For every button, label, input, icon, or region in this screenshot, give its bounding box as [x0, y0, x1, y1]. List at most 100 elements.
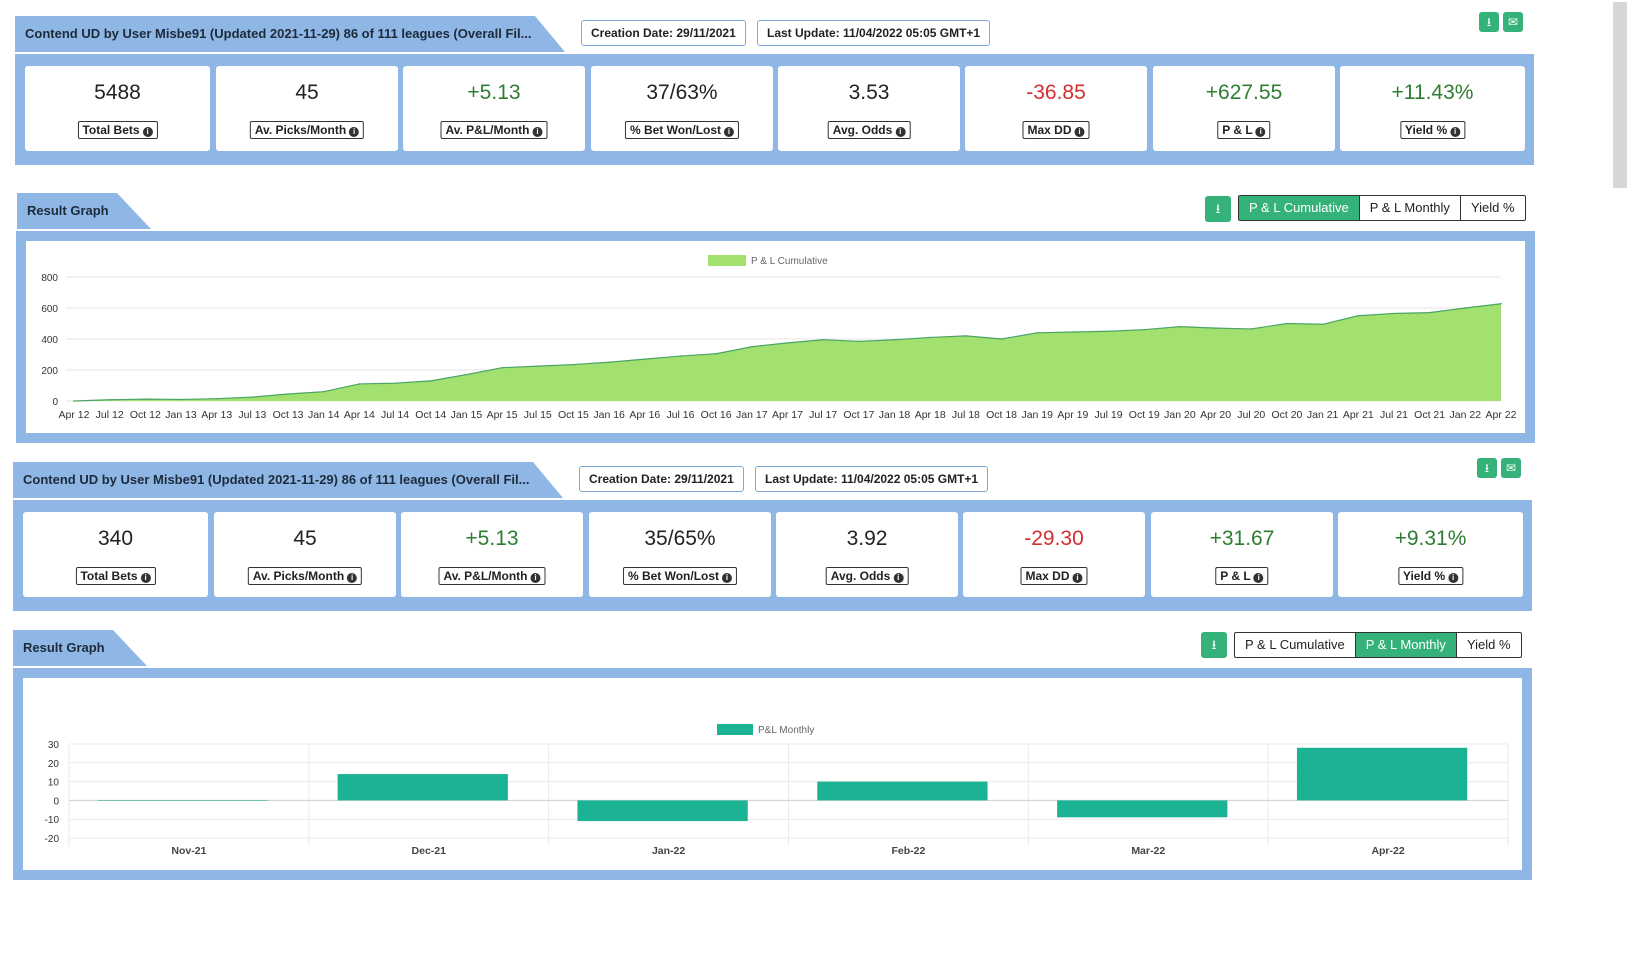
- info-icon[interactable]: i: [140, 573, 151, 583]
- stat-label[interactable]: Avg. Odds i: [825, 567, 909, 585]
- panel-1-creation-date: Creation Date: 29/11/2021: [581, 20, 746, 46]
- stat-label[interactable]: Yield % i: [1399, 121, 1466, 139]
- info-icon[interactable]: i: [895, 127, 906, 137]
- panel-1-envelope-icon[interactable]: ✉: [1503, 12, 1523, 32]
- info-icon[interactable]: i: [347, 573, 358, 583]
- stat-label[interactable]: % Bet Won/Lost i: [624, 121, 740, 139]
- panel-2-download-icon[interactable]: ⭳: [1477, 458, 1497, 478]
- panel-1-graph-tabs: P & L Cumulative P & L Monthly Yield %: [1238, 195, 1526, 221]
- data-point: [429, 380, 432, 382]
- stat-label[interactable]: % Bet Won/Lost i: [622, 567, 738, 585]
- data-point: [180, 398, 182, 401]
- panel-2-envelope-icon[interactable]: ✉: [1501, 458, 1521, 478]
- graph-tab-0[interactable]: P & L Cumulative: [1239, 196, 1359, 220]
- stat-label-text: Av. P&L/Month: [445, 123, 530, 137]
- data-point: [251, 396, 254, 398]
- x-tick-label: Apr 17: [772, 409, 803, 421]
- data-point: [1464, 307, 1467, 309]
- x-tick-label: Apr 15: [487, 409, 518, 421]
- x-tick-label: Apr 16: [629, 409, 660, 421]
- info-icon[interactable]: i: [1450, 127, 1461, 137]
- info-icon[interactable]: i: [1072, 573, 1083, 583]
- data-point: [1179, 325, 1181, 328]
- panel-1-graph-download-icon[interactable]: ⭳: [1205, 196, 1231, 222]
- x-tick-label: Jan 18: [879, 409, 911, 421]
- info-icon[interactable]: i: [532, 127, 543, 137]
- info-icon[interactable]: i: [142, 127, 153, 137]
- data-point: [1143, 328, 1146, 331]
- stat-label-text: Max DD: [1025, 569, 1070, 583]
- panel-1-title: Contend UD by User Misbe91 (Updated 2021…: [15, 16, 565, 52]
- legend-swatch[interactable]: [708, 255, 746, 266]
- data-point: [501, 366, 503, 369]
- stat-label-text: Yield %: [1402, 569, 1446, 583]
- stat-card: +9.31% Yield % i: [1338, 512, 1523, 597]
- graph-tab-1[interactable]: P & L Monthly: [1358, 196, 1460, 220]
- info-icon[interactable]: i: [893, 573, 904, 583]
- stat-label[interactable]: Max DD i: [1022, 121, 1090, 139]
- x-tick-label: Nov-21: [171, 845, 206, 857]
- info-icon[interactable]: i: [1448, 573, 1459, 583]
- stat-value: 35/65%: [644, 527, 716, 550]
- stat-label[interactable]: Total Bets i: [77, 121, 158, 139]
- panel-1-download-icon[interactable]: ⭳: [1479, 12, 1499, 32]
- panel-2-last-update: Last Update: 11/04/2022 05:05 GMT+1: [755, 466, 989, 492]
- info-icon[interactable]: i: [1074, 127, 1085, 137]
- graph-tab-2[interactable]: Yield %: [1459, 196, 1525, 220]
- x-tick-label: Apr 21: [1343, 409, 1374, 421]
- graph-tab-1[interactable]: P & L Monthly: [1354, 633, 1456, 657]
- graph-tab-2[interactable]: Yield %: [1455, 633, 1521, 657]
- stat-value: 45: [295, 81, 319, 104]
- stat-value: +5.13: [465, 527, 519, 550]
- graph-tab-0[interactable]: P & L Cumulative: [1245, 637, 1345, 652]
- stat-card: 45 Av. Picks/Month i: [216, 66, 398, 151]
- page-scrollbar[interactable]: [1608, 0, 1632, 956]
- panel-2-graph-download-icon[interactable]: ⭳: [1201, 632, 1227, 658]
- panel-1-graph-title: Result Graph: [17, 193, 151, 229]
- info-icon[interactable]: i: [722, 573, 733, 583]
- stat-label[interactable]: Avg. Odds i: [827, 121, 911, 139]
- stat-label[interactable]: Max DD i: [1020, 567, 1088, 585]
- stat-value: 3.92: [846, 527, 888, 550]
- stat-label[interactable]: Yield % i: [1397, 567, 1464, 585]
- info-icon[interactable]: i: [1255, 127, 1266, 137]
- x-tick-label: Apr 20: [1200, 409, 1231, 421]
- info-icon[interactable]: i: [724, 127, 735, 137]
- x-tick-label: Apr 12: [59, 409, 90, 421]
- bar: [1296, 747, 1468, 801]
- y-tick-label: 20: [48, 759, 60, 770]
- legend-label[interactable]: P & L Cumulative: [751, 256, 828, 267]
- stat-label[interactable]: Av. P&L/Month i: [438, 567, 546, 585]
- stat-value: 3.53: [848, 81, 890, 104]
- x-tick-label: Apr-22: [1371, 845, 1404, 857]
- monthly-chart: -20 -10 0 10 20 30 Nov-21 Dec-21 Jan-22 Feb-22 Mar…: [45, 724, 1509, 857]
- scroll-thumb[interactable]: [1613, 2, 1627, 188]
- data-point: [1036, 332, 1039, 334]
- stat-label[interactable]: Av. Picks/Month i: [247, 567, 363, 585]
- legend-swatch[interactable]: [717, 724, 753, 735]
- data-point: [572, 363, 575, 366]
- x-tick-label: Oct 21: [1414, 409, 1445, 421]
- data-point: [751, 345, 753, 348]
- stat-label[interactable]: Av. P&L/Month i: [440, 121, 548, 139]
- panel-2-title: Contend UD by User Misbe91 (Updated 2021…: [13, 462, 563, 498]
- x-tick-label: Jan 19: [1021, 409, 1053, 421]
- info-icon[interactable]: i: [1253, 573, 1264, 583]
- area-fill: [74, 303, 1501, 401]
- data-point: [1214, 327, 1217, 329]
- stat-value: +5.13: [467, 81, 521, 104]
- bar: [817, 781, 988, 801]
- legend-label[interactable]: P&L Monthly: [758, 725, 814, 736]
- stat-value: 5488: [94, 81, 141, 104]
- bar: [1057, 800, 1228, 818]
- info-icon[interactable]: i: [349, 127, 360, 137]
- info-icon[interactable]: i: [530, 573, 541, 583]
- stat-value: -29.30: [1024, 527, 1084, 550]
- y-tick-label: 10: [48, 778, 60, 789]
- panel-2-graph-tabs: P & L Cumulative P & L Monthly Yield %: [1234, 632, 1522, 658]
- stat-label[interactable]: Total Bets i: [75, 567, 156, 585]
- stat-label[interactable]: Av. Picks/Month i: [249, 121, 365, 139]
- x-tick-label: Oct 18: [986, 409, 1017, 421]
